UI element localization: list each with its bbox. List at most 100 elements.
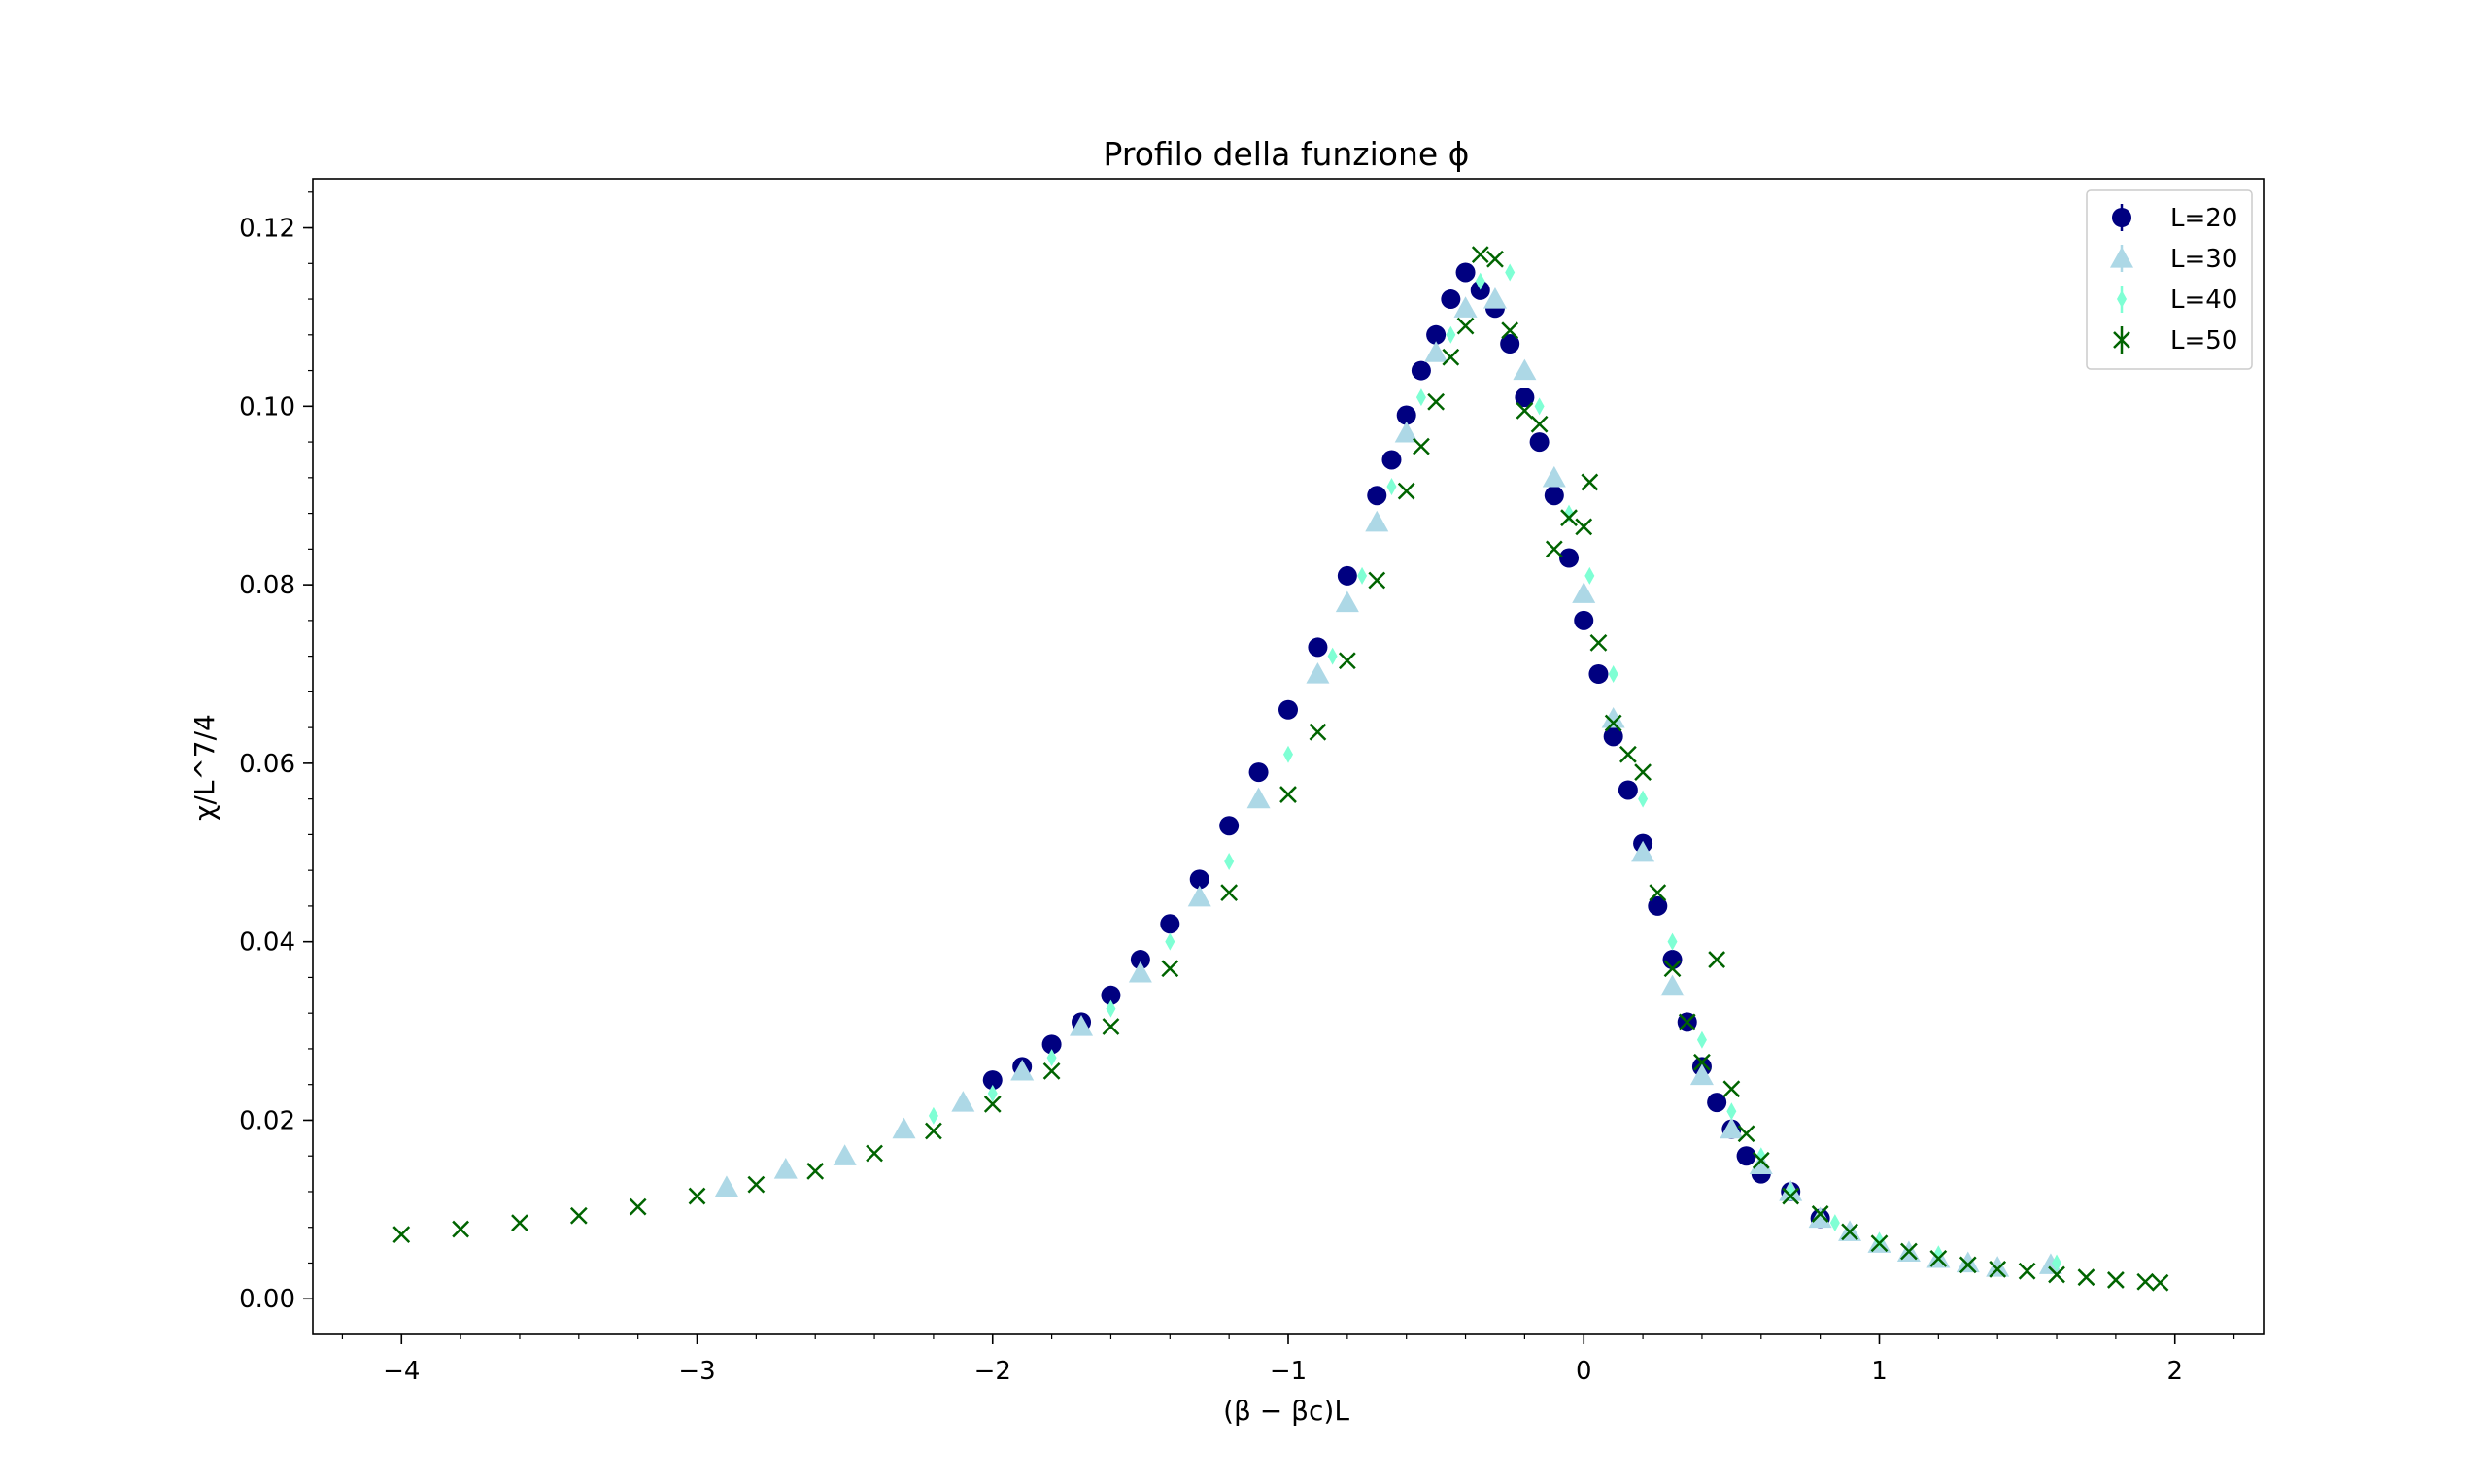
data-point: [1604, 714, 1622, 732]
data-point: [1707, 1093, 1727, 1113]
data-point: [1572, 582, 1596, 603]
data-point: [1575, 518, 1593, 536]
legend-marker: [2113, 331, 2130, 349]
data-point: [1365, 510, 1389, 532]
data-point: [1128, 961, 1152, 983]
data-point: [1544, 486, 1564, 506]
data-point: [1415, 388, 1426, 407]
data-point: [1515, 388, 1535, 408]
data-point: [2048, 1265, 2065, 1284]
x-tick-label: −3: [678, 1357, 715, 1386]
data-point: [1708, 951, 1726, 968]
data-point: [1220, 884, 1239, 902]
data-point: [1475, 272, 1485, 290]
data-point: [1516, 402, 1534, 420]
data-point: [1283, 745, 1293, 763]
data-point: [1736, 1146, 1756, 1166]
data-point: [1248, 762, 1269, 783]
x-tick-label: 1: [1871, 1357, 1888, 1386]
legend: L=20 L=30 L=40 L=50: [2086, 189, 2253, 370]
data-point: [1574, 610, 1594, 630]
data-point: [1755, 1147, 1766, 1165]
data-point: [1811, 1205, 1829, 1223]
data-point: [1513, 358, 1537, 381]
data-point: [1618, 745, 1637, 763]
data-point: [1589, 633, 1608, 652]
data-point: [1453, 296, 1478, 318]
data-point: [1246, 787, 1271, 809]
data-point: [1102, 1018, 1120, 1035]
x-axis-label: (β − βc)L: [1223, 1395, 1349, 1427]
data-point: [1427, 392, 1446, 411]
data-point: [1588, 664, 1609, 684]
data-point: [951, 1091, 975, 1112]
data-point: [1306, 662, 1330, 684]
data-point: [1010, 1059, 1035, 1081]
data-point: [1309, 723, 1327, 741]
data-point: [2151, 1273, 2169, 1292]
data-point: [1581, 473, 1599, 491]
data-point: [1070, 1014, 1094, 1036]
data-point: [1106, 999, 1116, 1018]
data-point: [1638, 790, 1649, 808]
data-point: [1667, 932, 1678, 951]
data-point: [1829, 1214, 1840, 1232]
data-point: [1841, 1223, 1858, 1241]
data-point: [1545, 540, 1563, 558]
chart-title: Profilo della funzione ϕ: [1104, 135, 1470, 173]
data-point: [1446, 325, 1456, 344]
data-point: [1559, 548, 1580, 568]
data-point: [1989, 1261, 2007, 1278]
data-point: [925, 1122, 942, 1140]
data-point: [2077, 1268, 2095, 1287]
data-point: [983, 1096, 1002, 1113]
data-point: [1335, 590, 1359, 613]
data-point: [1396, 405, 1416, 425]
data-point: [866, 1144, 883, 1163]
data-point: [1413, 437, 1430, 455]
data-point: [1486, 250, 1504, 268]
series-l-50: [392, 246, 2169, 1292]
data-point: [2018, 1262, 2036, 1280]
data-point: [1529, 432, 1550, 453]
data-point: [1381, 450, 1402, 470]
data-point: [773, 1158, 798, 1179]
data-point: [1357, 566, 1368, 585]
data-point: [1278, 699, 1298, 720]
data-point: [1782, 1187, 1800, 1205]
data-point: [1752, 1151, 1770, 1169]
data-point: [1720, 1117, 1744, 1139]
data-point: [714, 1175, 738, 1197]
data-point: [833, 1144, 857, 1165]
data-point: [1564, 504, 1575, 523]
data-point: [1929, 1250, 1948, 1267]
legend-entry: L=20: [2112, 204, 2237, 233]
data-point: [1870, 1234, 1889, 1253]
data-point: [1500, 334, 1520, 354]
data-point: [1397, 482, 1415, 500]
data-point: [1338, 652, 1356, 670]
data-point: [629, 1197, 647, 1216]
data-point: [1160, 914, 1180, 934]
data-point: [928, 1106, 938, 1125]
data-point: [1426, 324, 1447, 345]
data-point: [569, 1206, 588, 1225]
series-l-40: [928, 263, 2062, 1272]
data-point: [1678, 1013, 1696, 1031]
data-point: [1471, 246, 1489, 263]
axes: −4 −3 −2 −1 0 1 2 0.00 0.02 0.04 0.06 0.08 0.10 0.12: [239, 178, 2265, 1386]
data-point: [1601, 706, 1625, 728]
data-point: [1424, 341, 1448, 362]
data-point: [1441, 289, 1461, 310]
data-point: [2052, 1254, 2062, 1272]
data-point: [1726, 1102, 1737, 1121]
data-point: [1482, 287, 1507, 309]
data-point: [1933, 1245, 1944, 1264]
data-point: [1394, 421, 1418, 443]
data-point: [1634, 763, 1652, 781]
data-point: [747, 1175, 766, 1194]
data-point: [1219, 816, 1240, 836]
data-point: [1900, 1242, 1918, 1261]
data-point: [1411, 360, 1431, 381]
data-point: [1618, 780, 1638, 800]
